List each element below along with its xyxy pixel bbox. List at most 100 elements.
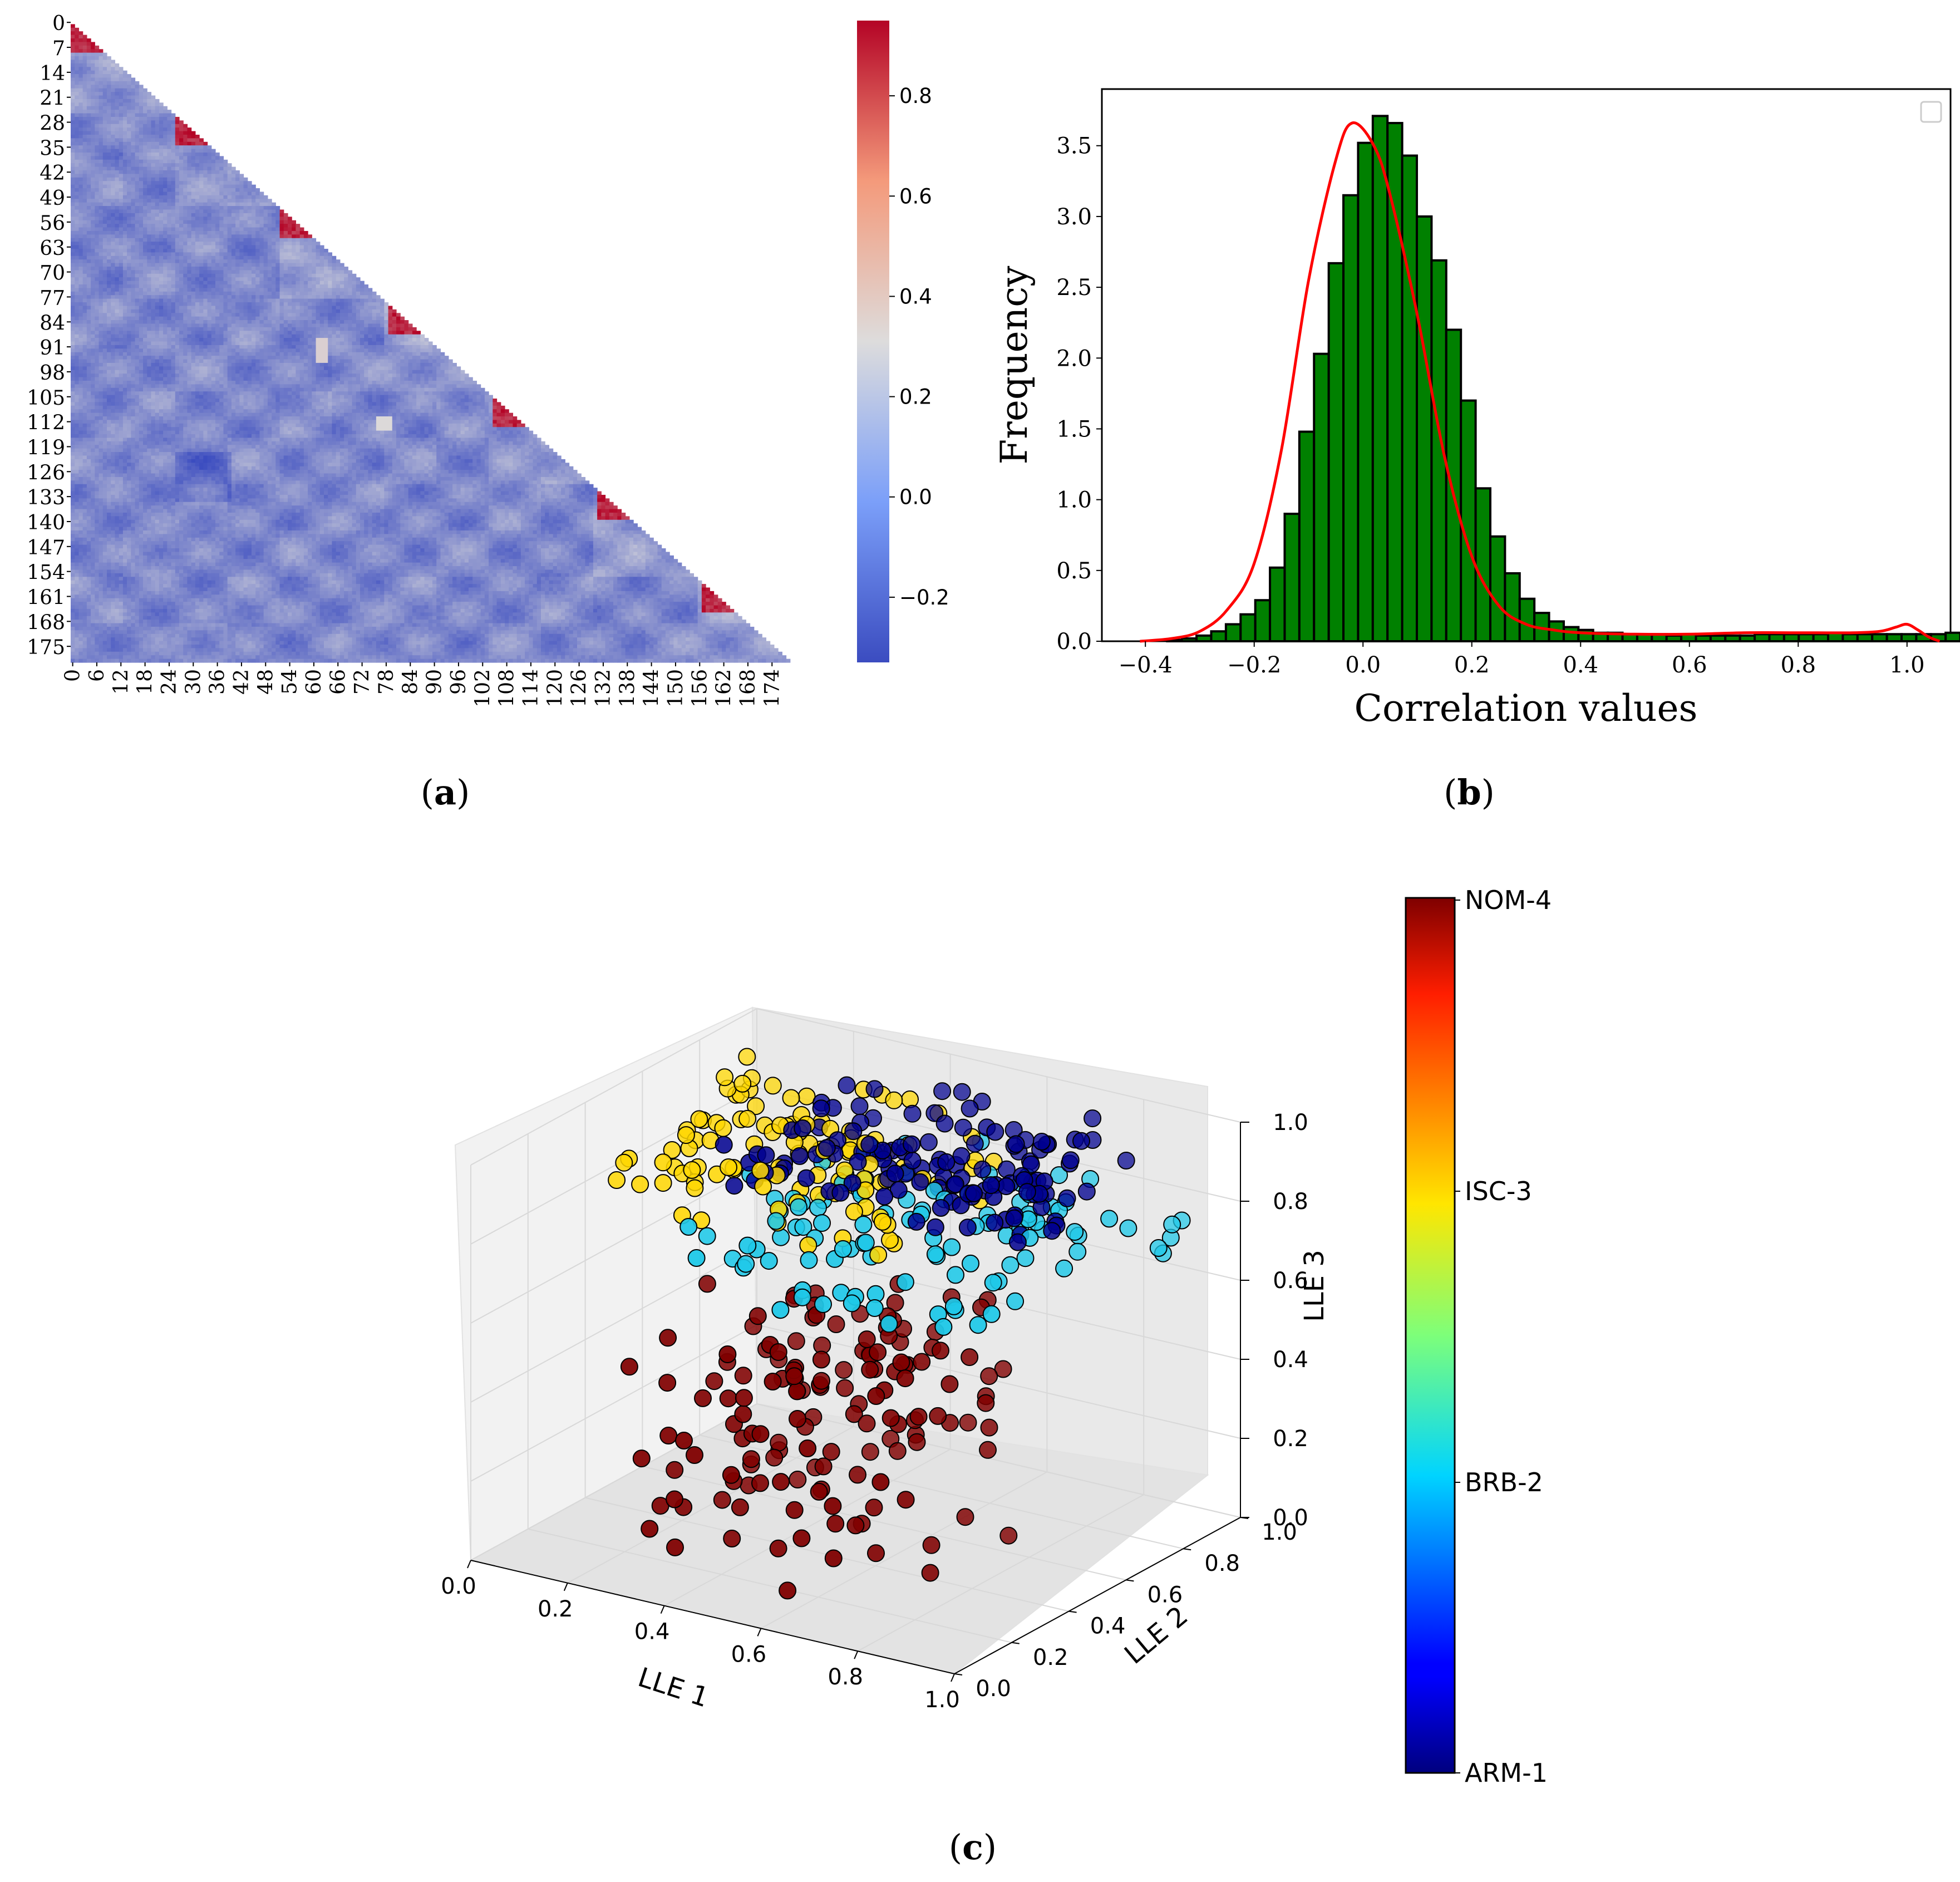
heatmap-cell [179, 252, 184, 257]
heatmap-cell [239, 245, 244, 249]
heatmap-cell [272, 366, 276, 371]
heatmap-cell [119, 116, 124, 121]
heatmap-cell [119, 352, 124, 356]
heatmap-cell [239, 306, 244, 310]
heatmap-cell [127, 88, 131, 92]
heatmap-cell [71, 370, 75, 374]
heatmap-cell [324, 270, 328, 274]
heatmap-cell [111, 356, 116, 360]
heatmap-cell [95, 134, 100, 139]
heatmap-cell [119, 77, 124, 82]
heatmap-cell [163, 263, 168, 267]
heatmap-cell [299, 284, 304, 289]
heatmap-cell [219, 374, 224, 378]
heatmap-cell [247, 291, 252, 296]
heatmap-cell [312, 277, 317, 282]
heatmap-cell [223, 174, 228, 178]
heatmap-cell [235, 245, 240, 249]
heatmap-cell [135, 224, 140, 228]
heatmap-cell [215, 323, 220, 328]
heatmap-cell [207, 206, 212, 210]
heatmap-cell [175, 309, 180, 313]
heatmap-cell [283, 345, 288, 349]
heatmap-cell [344, 352, 348, 356]
heatmap-cell [171, 295, 176, 299]
heatmap-cell [119, 195, 124, 199]
heatmap-cell [316, 259, 321, 264]
heatmap-cell [436, 356, 441, 360]
heatmap-cell [75, 177, 80, 181]
heatmap-cell [135, 291, 140, 296]
heatmap-cell [115, 238, 120, 242]
heatmap-cell [151, 291, 156, 296]
heatmap-cell [219, 348, 224, 353]
heatmap-cell [82, 206, 87, 210]
heatmap-cell [207, 195, 212, 199]
heatmap-cell [107, 163, 111, 168]
heatmap-cell [102, 166, 107, 171]
heatmap-cell [147, 255, 152, 260]
heatmap-cell [267, 255, 272, 260]
heatmap-cell [384, 334, 389, 338]
heatmap-cell [303, 234, 308, 239]
heatmap-cell [348, 338, 353, 342]
heatmap-cell [155, 277, 160, 282]
heatmap-cell [191, 141, 196, 146]
heatmap-cell [408, 334, 413, 338]
heatmap-cell [372, 366, 377, 371]
heatmap-cell [179, 170, 184, 175]
heatmap-cell [99, 245, 104, 249]
heatmap-cell [275, 213, 280, 217]
heatmap-cell [380, 316, 385, 321]
heatmap-cell [78, 95, 83, 100]
heatmap-cell [299, 352, 304, 356]
heatmap-cell [191, 138, 196, 142]
heatmap-cell [263, 263, 268, 267]
heatmap-cell [147, 181, 152, 185]
heatmap-cell [175, 320, 180, 325]
heatmap-cell [135, 206, 140, 210]
heatmap-cell [95, 177, 100, 181]
heatmap-cell [78, 313, 83, 317]
heatmap-cell [119, 320, 124, 325]
heatmap-cell [167, 356, 172, 360]
heatmap-cell [71, 306, 75, 310]
heatmap-cell [376, 341, 381, 346]
heatmap-cell [111, 188, 116, 193]
heatmap-cell [71, 27, 75, 32]
heatmap-cell [392, 366, 397, 371]
heatmap-cell [211, 302, 216, 307]
heatmap-cell [312, 281, 317, 285]
heatmap-cell [252, 263, 256, 267]
heatmap-cell [364, 309, 369, 313]
heatmap-cell [404, 331, 409, 335]
heatmap-cell [219, 199, 224, 203]
heatmap-cell [82, 224, 87, 228]
heatmap-cell [316, 331, 321, 335]
heatmap-cell [163, 334, 168, 338]
heatmap-cell [102, 366, 107, 371]
heatmap-cell [388, 348, 393, 353]
heatmap-cell [259, 362, 264, 367]
heatmap-cell [219, 370, 224, 374]
heatmap-cell [159, 370, 164, 374]
heatmap-cell [324, 277, 328, 282]
heatmap-cell [292, 242, 297, 246]
heatmap-cell [299, 356, 304, 360]
heatmap-cell [71, 52, 75, 57]
heatmap-cell [339, 348, 344, 353]
heatmap-cell [78, 56, 83, 61]
heatmap-cell [119, 338, 124, 342]
heatmap-cell [187, 131, 192, 135]
heatmap-cell [159, 191, 164, 196]
heatmap-cell [91, 224, 95, 228]
heatmap-cell [376, 370, 381, 374]
heatmap-cell [288, 331, 292, 335]
heatmap-cell [95, 295, 100, 299]
heatmap-cell [183, 159, 188, 164]
heatmap-cell [171, 248, 176, 253]
heatmap-cell [82, 195, 87, 199]
heatmap-cell [147, 213, 152, 217]
heatmap-cell [339, 356, 344, 360]
heatmap-cell [71, 270, 75, 274]
